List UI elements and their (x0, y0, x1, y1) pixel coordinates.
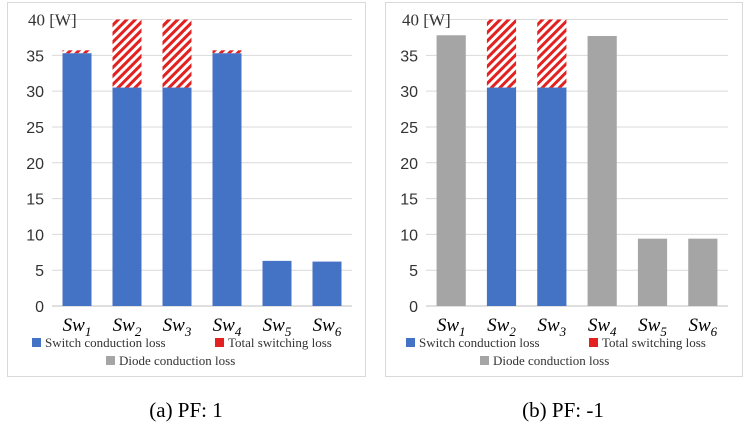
y-tick-label: 5 (409, 263, 418, 280)
x-tick-label: Sw3 (537, 315, 566, 339)
y-tick-label: 30 (400, 84, 418, 101)
y-unit-label: 40 [W] (402, 11, 451, 30)
bar-switch-conduction-loss (312, 261, 342, 306)
y-tick-label: 10 (400, 227, 418, 244)
x-tick-label: Sw3 (163, 315, 192, 339)
y-unit-label: 40 [W] (28, 11, 77, 30)
legend-swatch (589, 338, 598, 347)
y-tick-label: 20 (26, 156, 44, 173)
chart-pf-minus-1: 0 5 10 15 20 25 30 35 40 [W] Sw1 Sw2 Sw3 Sw4 Sw5 Sw6 Sw… (385, 2, 743, 422)
bar-diode-conduction-loss (436, 35, 466, 306)
legend-swatch (215, 338, 224, 347)
legend-label: Diode conduction loss (493, 353, 609, 368)
x-tick-label: Sw4 (213, 315, 242, 339)
bar-switch-conduction-loss (112, 87, 142, 306)
bar-total-switching-loss (486, 19, 517, 88)
y-tick-label: 10 (26, 227, 44, 244)
bar-switch-conduction-loss (262, 260, 292, 306)
bar-total-switching-loss (112, 19, 142, 88)
y-tick-label: 30 (26, 84, 44, 101)
bar-switch-conduction-loss (162, 87, 192, 306)
legend-swatch (32, 338, 41, 347)
legend-label: Total switching loss (602, 335, 706, 350)
x-tick-label: Sw6 (313, 315, 342, 339)
y-tick-label: 35 (26, 48, 44, 65)
x-tick-label: Sw5 (263, 315, 292, 339)
x-tick-label: Sw5 (638, 315, 667, 339)
x-tick-label: Sw2 (487, 315, 516, 339)
bar-switch-conduction-loss (212, 53, 242, 306)
chart-pf-1: 0 5 10 15 20 25 30 35 40 [W] Sw1 Sw2 Sw3 Sw4 Sw5 Sw6 Sw… (7, 2, 366, 422)
legend-label: Total switching loss (228, 335, 332, 350)
chart-frame (7, 2, 366, 377)
chart-caption: (b) PF: -1 (522, 398, 604, 422)
x-tick-label: Sw1 (63, 315, 92, 339)
legend-swatch (480, 356, 489, 365)
bar-total-switching-loss (162, 19, 192, 88)
legend-swatch (406, 338, 415, 347)
legend-swatch (106, 356, 115, 365)
legend-label: Switch conduction loss (419, 335, 540, 350)
x-tick-label: Sw6 (688, 315, 717, 339)
bar-total-switching-loss (62, 50, 92, 54)
y-tick-label: 0 (409, 299, 418, 316)
y-tick-label: 20 (400, 156, 418, 173)
legend-label: Switch conduction loss (45, 335, 166, 350)
bar-total-switching-loss (537, 19, 567, 88)
bar-switch-conduction-loss (537, 87, 567, 306)
x-tick-label: Sw4 (588, 315, 617, 339)
bar-diode-conduction-loss (688, 238, 718, 306)
x-tick-label: Sw1 (437, 315, 466, 339)
legend-label: Diode conduction loss (119, 353, 235, 368)
y-tick-label: 5 (35, 263, 44, 280)
y-tick-label: 15 (400, 192, 418, 209)
x-tick-label: Sw2 (113, 315, 142, 339)
bar-total-switching-loss (212, 50, 242, 54)
bar-diode-conduction-loss (637, 238, 668, 306)
chart-caption: (a) PF: 1 (149, 398, 223, 422)
bar-switch-conduction-loss (62, 53, 92, 306)
y-tick-label: 25 (400, 120, 418, 137)
bar-switch-conduction-loss (486, 87, 517, 306)
chart-frame (385, 2, 743, 377)
y-tick-label: 15 (26, 192, 44, 209)
y-tick-label: 25 (26, 120, 44, 137)
y-tick-label: 0 (35, 299, 44, 316)
bar-diode-conduction-loss (587, 35, 617, 306)
y-tick-label: 35 (400, 48, 418, 65)
